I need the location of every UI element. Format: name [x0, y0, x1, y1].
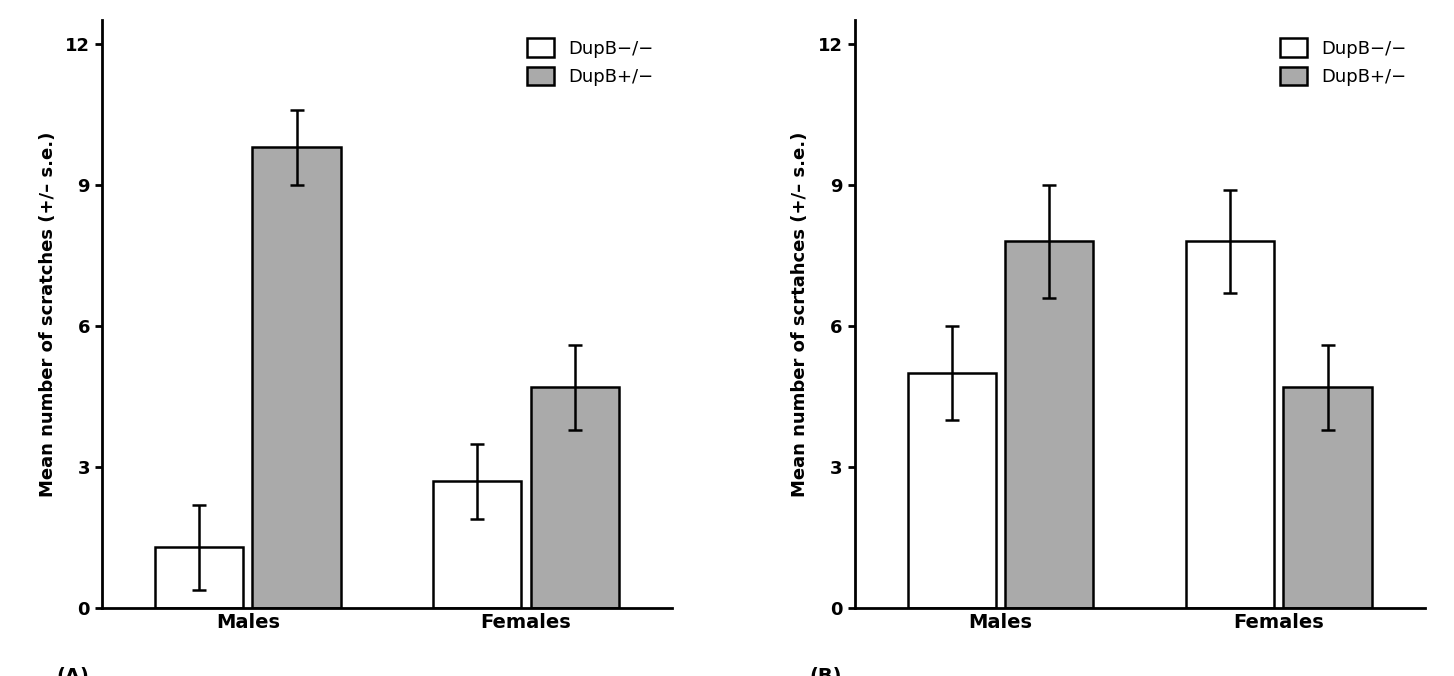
Legend: DupB−/−, DupB+/−: DupB−/−, DupB+/−: [1271, 29, 1416, 95]
Bar: [156, 548, 243, 608]
Bar: [1186, 241, 1274, 608]
Bar: [433, 481, 522, 608]
Legend: DupB−/−, DupB+/−: DupB−/−, DupB+/−: [518, 29, 663, 95]
Bar: [907, 373, 996, 608]
Bar: [531, 387, 619, 608]
Text: (A): (A): [57, 667, 89, 676]
Text: (B): (B): [808, 667, 842, 676]
Bar: [253, 147, 340, 608]
Y-axis label: Mean number of scratches (+/– s.e.): Mean number of scratches (+/– s.e.): [39, 132, 57, 497]
Y-axis label: Mean number of scrtahces (+/– s.e.): Mean number of scrtahces (+/– s.e.): [791, 132, 810, 497]
Bar: [1284, 387, 1371, 608]
Bar: [1005, 241, 1093, 608]
